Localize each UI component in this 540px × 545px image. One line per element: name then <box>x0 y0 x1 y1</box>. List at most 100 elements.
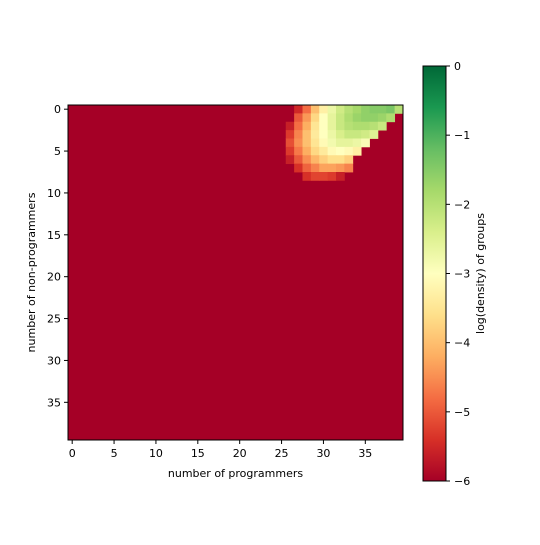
colorbar-tick-label: −2 <box>454 198 470 211</box>
heatmap-cell <box>327 146 337 156</box>
heatmap-cell <box>336 146 345 156</box>
heatmap-cell <box>377 105 387 114</box>
heatmap-cell <box>294 121 303 131</box>
heatmap-cell <box>336 113 345 123</box>
heatmap-cell <box>369 121 379 131</box>
heatmap-cell <box>352 113 362 123</box>
y-tick-label: 10 <box>47 187 61 200</box>
x-tick-label: 5 <box>111 447 118 460</box>
heatmap-cell <box>386 105 396 114</box>
heatmap-cell <box>302 155 312 165</box>
colorbar-tick-label: −1 <box>454 129 470 142</box>
heatmap-cell <box>310 146 320 156</box>
heatmap-cell <box>327 155 337 165</box>
y-axis: 0 5 10 15 20 25 30 35 <box>47 103 68 409</box>
heatmap-cell <box>352 138 362 148</box>
heatmap-cell <box>336 130 345 139</box>
x-axis-label: number of programmers <box>168 467 303 480</box>
heatmap-cell <box>344 121 354 131</box>
heatmap-cell <box>327 113 337 123</box>
heatmap-cell <box>310 113 320 123</box>
heatmap-cell <box>302 138 312 148</box>
heatmap-cell <box>310 155 320 165</box>
x-tick-label: 15 <box>191 447 205 460</box>
heatmap-cell <box>344 163 354 173</box>
heatmap-cell <box>294 113 303 123</box>
heatmap-cell <box>327 130 337 139</box>
heatmap-cell <box>336 163 345 173</box>
heatmap-cell <box>302 121 312 131</box>
heatmap-cell <box>344 146 354 156</box>
colorbar-label: log(density) of groups <box>474 213 487 334</box>
x-tick-label: 30 <box>316 447 330 460</box>
heatmap-cell <box>310 163 320 173</box>
y-tick-label: 0 <box>54 103 61 116</box>
heatmap-cell <box>285 138 295 148</box>
heatmap-cell <box>302 105 312 114</box>
heatmap-cell <box>302 172 312 181</box>
y-tick-label: 35 <box>47 396 61 409</box>
colorbar-tick-label: −5 <box>454 406 470 419</box>
heatmap-cell <box>285 146 295 156</box>
colorbar-tick-label: −3 <box>454 268 470 281</box>
colorbar-tick-label: −6 <box>454 475 470 488</box>
heatmap-cell <box>294 138 303 148</box>
colorbar-tick-label: 0 <box>454 60 461 73</box>
heatmap-cell <box>319 121 329 131</box>
heatmap-cell <box>302 163 312 173</box>
heatmap-cell <box>344 105 354 114</box>
heatmap-cell <box>319 163 329 173</box>
y-tick-label: 20 <box>47 271 61 284</box>
heatmap-cell <box>310 121 320 131</box>
heatmap-cell <box>352 130 362 139</box>
heatmap-cell <box>294 130 303 139</box>
heatmap-cell <box>310 138 320 148</box>
heatmap-cell <box>285 155 295 165</box>
heatmap-cell <box>302 146 312 156</box>
y-tick-label: 5 <box>54 145 61 158</box>
x-tick-label: 20 <box>233 447 247 460</box>
heatmap-cell <box>327 105 337 114</box>
heatmap-cell <box>386 113 396 123</box>
heatmap-cell <box>327 163 337 173</box>
heatmap-cell <box>294 105 303 114</box>
heatmap-cell <box>319 130 329 139</box>
heatmap-cell <box>294 163 303 173</box>
heatmap-cell <box>294 155 303 165</box>
colorbar-axis: 0 −1 −2 −3 −4 −5 −6 <box>446 60 470 488</box>
heatmap-cell <box>344 138 354 148</box>
heatmap-cell <box>361 138 370 148</box>
heatmap-cell <box>352 121 362 131</box>
heatmap-cell <box>319 172 329 181</box>
heatmap-cell <box>327 121 337 131</box>
heatmap-cell <box>319 105 329 114</box>
heatmap-cell <box>352 105 362 114</box>
heatmap-cell <box>285 121 295 131</box>
heatmap-cell <box>319 138 329 148</box>
x-tick-label: 25 <box>275 447 289 460</box>
x-axis: 0 5 10 15 20 25 30 35 <box>69 440 372 460</box>
heatmap-cell <box>310 105 320 114</box>
heatmap-cell <box>294 146 303 156</box>
x-tick-label: 35 <box>358 447 372 460</box>
heatmap-cell <box>377 121 387 131</box>
heatmap-cell <box>369 113 379 123</box>
heatmap-cells <box>68 105 404 440</box>
heatmap-cell <box>361 105 370 114</box>
heatmap-cell <box>319 146 329 156</box>
heatmap-cell <box>361 113 370 123</box>
heatmap-cell <box>302 113 312 123</box>
plot-frame <box>67 104 404 441</box>
heatmap-cell <box>336 172 345 181</box>
heatmap-cell <box>310 130 320 139</box>
heatmap-cell <box>310 172 320 181</box>
heatmap-cell <box>377 113 387 123</box>
y-tick-label: 15 <box>47 229 61 242</box>
heatmap-cell <box>361 121 370 131</box>
heatmap-cell <box>285 130 295 139</box>
heatmap-cell <box>344 130 354 139</box>
heatmap-cell <box>336 138 345 148</box>
colorbar <box>422 65 447 482</box>
x-tick-label: 10 <box>149 447 163 460</box>
